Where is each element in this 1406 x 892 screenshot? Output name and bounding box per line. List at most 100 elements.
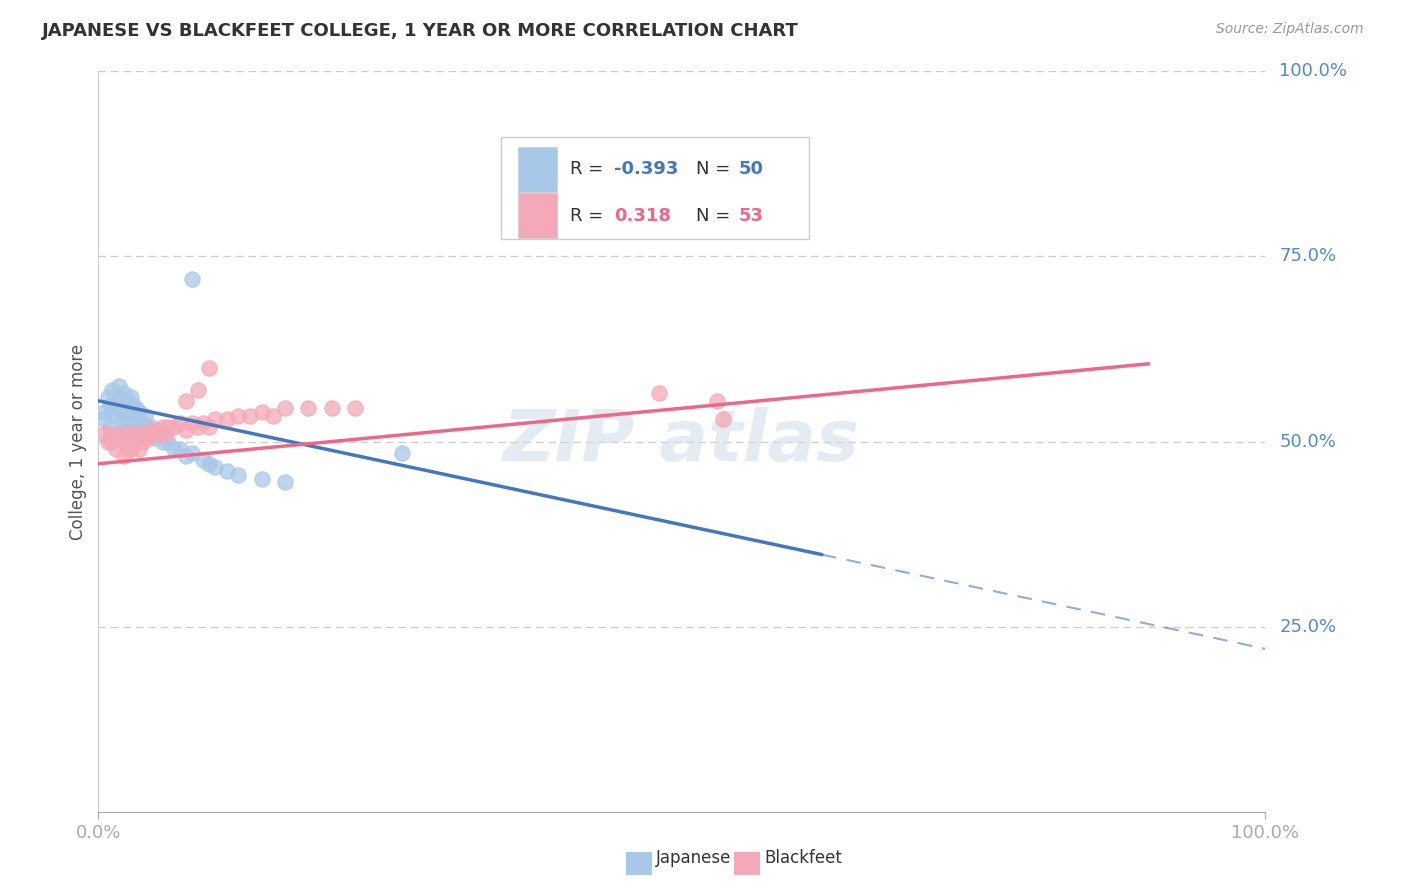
- Point: [101, 401, 124, 416]
- Point: [174, 424, 197, 438]
- Point: [111, 412, 134, 426]
- Point: [262, 409, 284, 423]
- Point: [297, 401, 319, 416]
- Point: [174, 393, 197, 408]
- Point: [169, 442, 191, 456]
- Point: [111, 431, 134, 445]
- Point: [128, 427, 150, 442]
- Point: [239, 409, 262, 423]
- Point: [198, 457, 221, 471]
- Point: [125, 434, 148, 449]
- Point: [98, 427, 121, 442]
- Point: [128, 442, 150, 456]
- Point: [215, 464, 238, 478]
- Point: [143, 431, 166, 445]
- Point: [193, 453, 215, 467]
- Point: [117, 427, 139, 442]
- Point: [274, 475, 297, 490]
- Point: [117, 424, 139, 438]
- Point: [136, 431, 159, 445]
- Point: [112, 434, 135, 449]
- Point: [274, 401, 297, 416]
- Point: [321, 401, 343, 416]
- Point: [125, 401, 148, 416]
- Point: [152, 434, 174, 449]
- Point: [101, 434, 124, 449]
- Point: [155, 427, 177, 442]
- Text: 50: 50: [740, 161, 763, 178]
- Text: Source: ZipAtlas.com: Source: ZipAtlas.com: [1216, 22, 1364, 37]
- Point: [134, 427, 156, 442]
- Point: [157, 434, 180, 449]
- Point: [117, 442, 139, 456]
- Point: [132, 434, 155, 449]
- Point: [128, 405, 150, 419]
- Point: [250, 471, 273, 485]
- Point: [180, 416, 202, 430]
- Point: [120, 390, 142, 404]
- Point: [122, 438, 145, 452]
- Point: [157, 419, 180, 434]
- Point: [125, 419, 148, 434]
- Text: 100.0%: 100.0%: [1279, 62, 1347, 80]
- Point: [132, 416, 155, 430]
- Point: [93, 405, 115, 419]
- Point: [104, 393, 127, 408]
- Point: [228, 409, 250, 423]
- Point: [204, 460, 226, 475]
- Point: [122, 427, 145, 442]
- Point: [120, 442, 142, 456]
- Point: [391, 445, 413, 459]
- Text: 50.0%: 50.0%: [1279, 433, 1336, 450]
- Point: [122, 398, 145, 412]
- Point: [108, 427, 131, 442]
- Point: [148, 427, 170, 442]
- Point: [204, 412, 226, 426]
- Point: [122, 412, 145, 426]
- Text: Japanese: Japanese: [657, 848, 731, 867]
- Point: [136, 419, 159, 434]
- Point: [111, 424, 134, 438]
- Point: [108, 390, 131, 404]
- Point: [193, 416, 215, 430]
- Point: [723, 194, 745, 208]
- Point: [93, 427, 115, 442]
- Text: 0.318: 0.318: [614, 207, 671, 225]
- Point: [169, 416, 191, 430]
- Point: [706, 393, 728, 408]
- Point: [111, 401, 134, 416]
- Point: [228, 467, 250, 482]
- Point: [143, 427, 166, 442]
- Point: [104, 409, 127, 423]
- Text: 25.0%: 25.0%: [1279, 617, 1337, 636]
- Point: [101, 383, 124, 397]
- Point: [120, 427, 142, 442]
- Point: [180, 445, 202, 459]
- Point: [163, 442, 186, 456]
- Point: [344, 401, 367, 416]
- Point: [112, 450, 135, 464]
- Point: [148, 427, 170, 442]
- Point: [117, 393, 139, 408]
- Point: [187, 383, 209, 397]
- Point: [112, 405, 135, 419]
- Point: [97, 434, 120, 449]
- Text: R =: R =: [571, 207, 609, 225]
- Point: [187, 419, 209, 434]
- Text: 75.0%: 75.0%: [1279, 247, 1337, 266]
- Text: N =: N =: [696, 161, 735, 178]
- Point: [112, 386, 135, 401]
- Point: [117, 409, 139, 423]
- Point: [128, 424, 150, 438]
- Text: ZIP atlas: ZIP atlas: [503, 407, 860, 476]
- Point: [98, 419, 121, 434]
- Point: [198, 419, 221, 434]
- Point: [120, 405, 142, 419]
- Point: [146, 424, 169, 438]
- Text: R =: R =: [571, 161, 609, 178]
- Point: [250, 405, 273, 419]
- Point: [146, 427, 169, 442]
- Point: [215, 412, 238, 426]
- Point: [152, 419, 174, 434]
- Point: [139, 424, 162, 438]
